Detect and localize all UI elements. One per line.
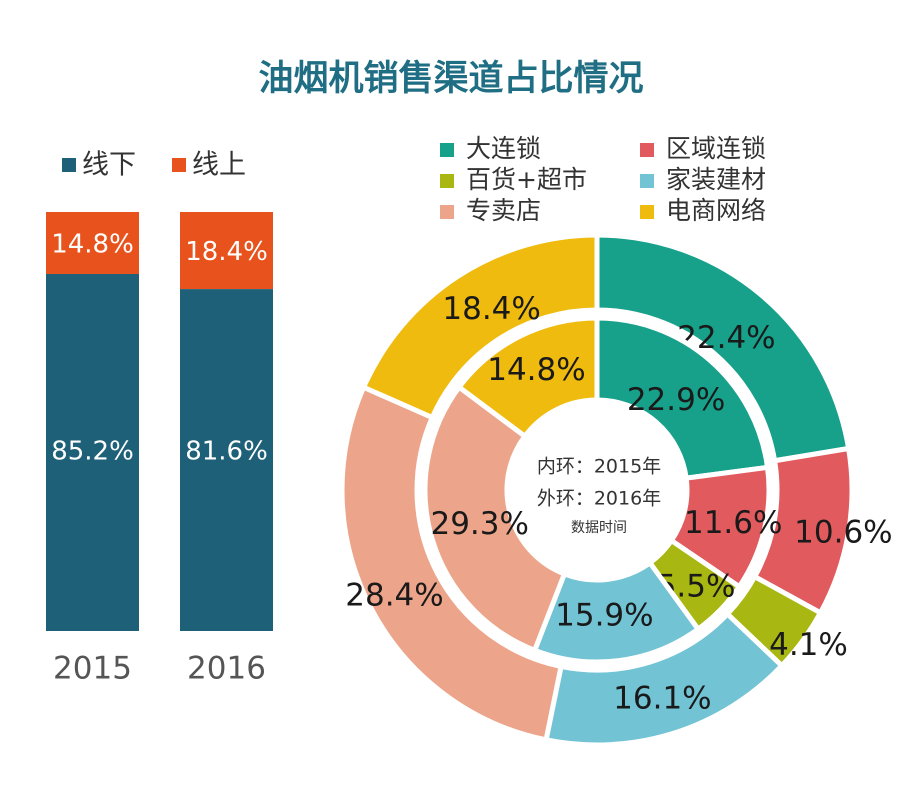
donut-inner-slice-0	[594, 315, 771, 481]
donut-outer-label-3: 16.1%	[613, 680, 711, 716]
donut-legend-label-4: 专卖店	[466, 196, 541, 225]
stacked-bar-chart: 线下 线上 14.8% 85.2% 2015 18.4% 81.6% 2016	[46, 150, 273, 687]
donut-outer-slice-4	[339, 383, 565, 743]
donut-inner-label-0: 22.9%	[627, 382, 725, 418]
bar-category-label-2016: 2016	[187, 651, 266, 687]
bar-offline-2016	[180, 289, 273, 631]
donut-legend-label-5: 电商网络	[666, 196, 766, 225]
bar-online-2015	[46, 212, 139, 275]
donut-legend-swatch-3	[640, 174, 654, 188]
bar-legend-label-online: 线上	[192, 150, 246, 181]
donut-legend-swatch-0	[440, 143, 454, 157]
donut-inner-label-5: 14.8%	[487, 352, 585, 388]
donut-legend-label-0: 大连锁	[466, 134, 541, 163]
bar-offline-label-2016: 81.6%	[185, 437, 268, 467]
donut-center-line3: 数据时间	[571, 520, 627, 536]
donut-outer-label-1: 10.6%	[794, 515, 892, 551]
bar-offline-2015	[46, 274, 139, 631]
donut-center-line1: 内环：2015年	[537, 456, 661, 478]
donut-legend-swatch-1	[640, 143, 654, 157]
bar-category-label-2015: 2015	[53, 651, 132, 687]
chart-title: 油烟机销售渠道占比情况	[258, 59, 643, 99]
donut-legend-swatch-4	[440, 205, 454, 219]
donut-outer-label-4: 28.4%	[345, 577, 443, 613]
donut-inner-label-1: 11.6%	[684, 505, 782, 541]
donut-inner-label-4: 29.3%	[430, 506, 528, 542]
donut-legend-label-1: 区域连锁	[666, 134, 766, 163]
donut-outer-slice-5	[360, 232, 600, 421]
donut-legend-label-2: 百货+超市	[466, 165, 587, 194]
bar-offline-label-2015: 85.2%	[51, 437, 134, 467]
bar-legend-label-offline: 线下	[82, 150, 136, 181]
bar-online-2016	[180, 212, 273, 290]
bar-online-label-2016: 18.4%	[185, 237, 268, 267]
donut-legend-swatch-2	[440, 174, 454, 188]
donut-legend-swatch-5	[640, 205, 654, 219]
donut-inner-slice-5	[455, 315, 600, 440]
donut-center-line2: 外环：2016年	[537, 488, 661, 510]
donut-inner-label-3: 15.9%	[555, 597, 653, 633]
bar-legend-swatch-online	[172, 158, 186, 172]
donut-outer-label-5: 18.4%	[442, 291, 540, 327]
bar-legend-swatch-offline	[62, 158, 76, 172]
donut-legend-label-3: 家装建材	[666, 165, 766, 194]
donut-inner-slice-4	[422, 383, 568, 654]
bar-online-label-2015: 14.8%	[51, 230, 134, 260]
donut-outer-label-2: 4.1%	[769, 627, 848, 663]
